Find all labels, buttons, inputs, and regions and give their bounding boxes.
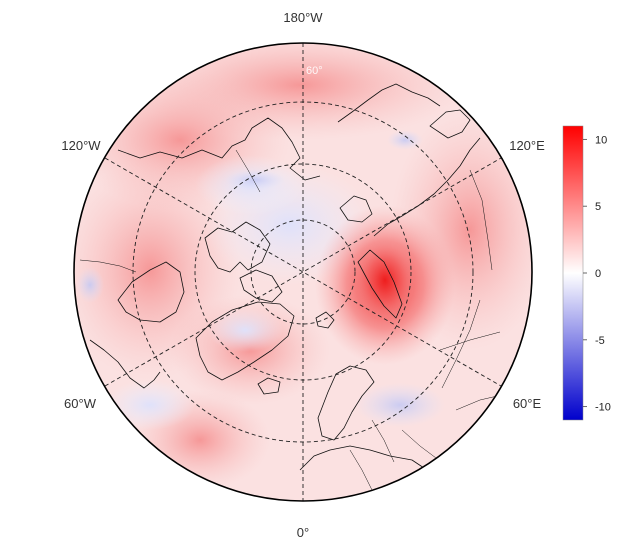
cool-region-labrador: [105, 380, 195, 430]
cool-region-kamchatka: [387, 130, 423, 150]
coastline-svalbard: [315, 311, 335, 329]
border-russia-kazakh: [441, 299, 481, 389]
cool-region-greenland-interior: [207, 308, 283, 352]
coastline-novaya-zemlya: [357, 249, 403, 319]
lon-label-lower-left: 60°W: [64, 396, 97, 411]
lon-label-upper-left: 120°W: [61, 138, 101, 153]
latitude-label-60: 60°: [306, 65, 323, 77]
cool-region-scandinavia: [355, 383, 445, 427]
coastline-labrador: [89, 339, 161, 389]
meridian-60e-120w: [104, 157, 502, 387]
coastline-chukotka: [337, 83, 441, 123]
coastline-ellesmere: [239, 269, 283, 303]
cool-region-west-edge: [76, 267, 104, 303]
lon-label-top: 180°W: [283, 10, 323, 25]
coastline-iceland: [257, 377, 281, 395]
colorbar: 10 5 0 -5 -10: [562, 125, 611, 421]
colorbar-gradient: [562, 125, 584, 421]
coastline-taymyr: [339, 195, 373, 223]
colorbar-tick-label: 10: [595, 134, 607, 146]
colorbar-tick-label: -5: [595, 335, 605, 347]
lon-label-lower-right: 60°E: [513, 396, 542, 411]
lon-label-upper-right: 120°E: [509, 138, 545, 153]
border-alaska-canada: [235, 149, 261, 193]
graticule: [104, 43, 502, 501]
hot-spot-kara-core: [355, 240, 415, 320]
border-europe-1: [371, 419, 395, 463]
border-us-canada: [79, 259, 137, 273]
border-russia-east: [469, 169, 493, 271]
coastline-scandinavia: [317, 365, 375, 441]
colorbar-ticks: 10 5 0 -5 -10: [583, 134, 611, 414]
coastline-greenland: [195, 301, 295, 381]
anomaly-field: [74, 43, 532, 501]
coastline-canadian-archipelago: [204, 221, 271, 273]
border-asia-1: [439, 331, 501, 351]
border-europe-2: [349, 449, 373, 491]
coastline-hudson-bay: [117, 261, 185, 323]
coastline-kamchatka: [429, 109, 471, 139]
coastline-alaska-canada: [117, 117, 321, 181]
cool-region-canadian-interior: [225, 170, 285, 190]
latitude-circle-80: [250, 219, 356, 325]
lon-label-bottom: 0°: [297, 525, 309, 540]
border-europe-3: [401, 429, 437, 459]
colorbar-tick-label: -10: [595, 402, 611, 414]
coastline-siberia: [373, 137, 481, 237]
colorbar-tick-label: 5: [595, 201, 601, 213]
meridian-60w-120e: [104, 157, 502, 387]
map-boundary: [73, 42, 533, 502]
borders: [79, 149, 507, 491]
colorbar-tick-label: 0: [595, 268, 601, 280]
